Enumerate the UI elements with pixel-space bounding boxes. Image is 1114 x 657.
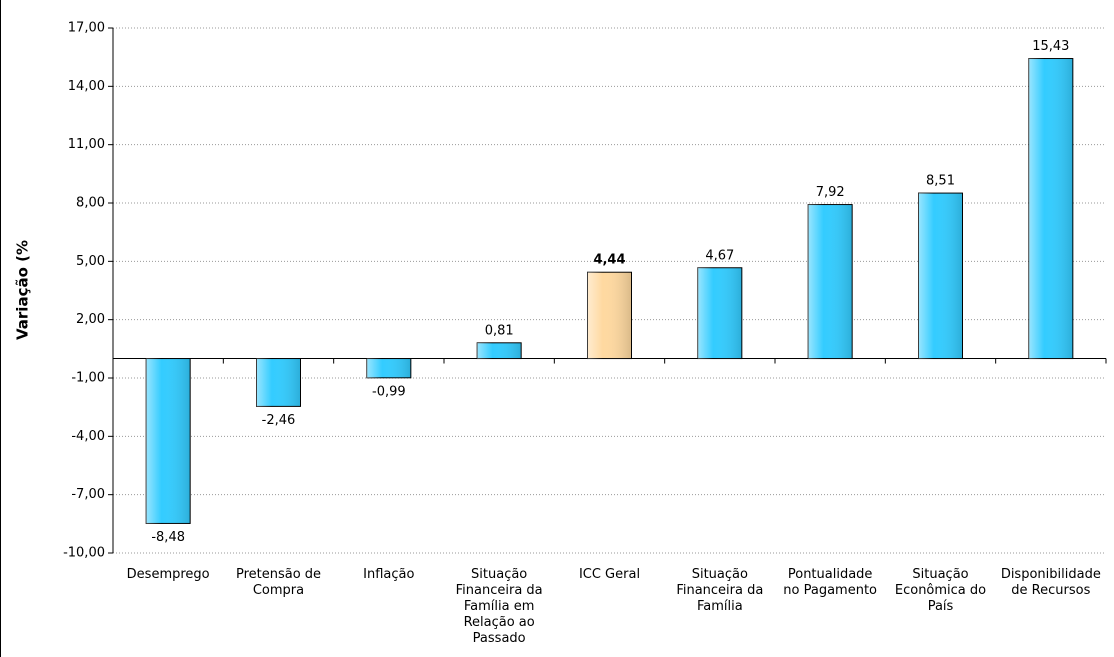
x-tick-label: Disponibilidade de Recursos: [1000, 567, 1101, 598]
bar-shade: [808, 204, 853, 359]
value-label: 4,44: [593, 253, 625, 268]
value-label: -2,46: [262, 413, 296, 428]
value-label: -0,99: [372, 384, 406, 399]
value-label: -8,48: [151, 530, 185, 545]
y-tick-label: -1,00: [71, 371, 105, 386]
bar-shade: [918, 193, 963, 359]
y-tick-label: 8,00: [76, 196, 105, 211]
value-label: 8,51: [926, 174, 955, 189]
y-tick-label: -7,00: [71, 487, 105, 502]
y-axis-label: Variação (%: [14, 240, 32, 340]
x-tick-label: Desemprego: [126, 567, 210, 582]
y-tick-label: -10,00: [63, 546, 105, 561]
y-tick-label: 14,00: [68, 79, 105, 94]
bar-shade: [366, 358, 411, 378]
y-tick-label: 5,00: [76, 254, 105, 269]
value-label: 0,81: [485, 323, 514, 338]
value-label: 7,92: [816, 185, 845, 200]
bar-shade: [146, 358, 191, 524]
y-tick-label: 11,00: [68, 137, 105, 152]
y-tick-label: -4,00: [71, 429, 105, 444]
x-tick-label: Pretensão de Compra: [235, 567, 322, 598]
value-label: 15,43: [1032, 39, 1069, 54]
x-tick-label: Inflação: [363, 567, 415, 582]
x-tick-label: ICC Geral: [578, 567, 641, 582]
bar-shade: [256, 358, 301, 407]
x-tick-label: Situação Econômica do País: [894, 567, 987, 614]
y-tick-label: 17,00: [68, 21, 105, 36]
bar-shade: [697, 267, 742, 359]
value-label: 4,67: [705, 248, 734, 263]
bar-shade: [587, 272, 632, 359]
bar-shade: [477, 342, 522, 359]
bar-shade: [1028, 58, 1073, 359]
y-tick-label: 2,00: [76, 312, 105, 327]
x-tick-label: Situação Financeira da Família: [676, 567, 764, 614]
x-tick-label: Pontualidade no Pagamento: [783, 567, 878, 598]
x-tick-label: Situação Financeira da Família em Relaçã…: [455, 567, 543, 646]
